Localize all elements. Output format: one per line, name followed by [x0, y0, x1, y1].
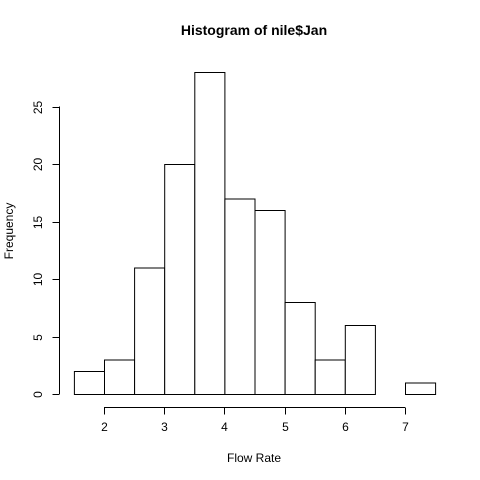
y-tick-label-10: 10 — [31, 273, 45, 287]
y-tick-label-20: 20 — [31, 158, 45, 172]
histogram-bar-7 — [254, 210, 286, 395]
histogram-bar-12 — [405, 382, 437, 395]
histogram-bar-9 — [314, 359, 346, 395]
x-axis-label: Flow Rate — [227, 451, 281, 465]
histogram-bar-5 — [194, 72, 226, 395]
x-tick-label-3: 3 — [161, 420, 168, 434]
x-tick-label-2: 2 — [101, 420, 108, 434]
x-tick-label-7: 7 — [402, 420, 409, 434]
x-tick-label-6: 6 — [342, 420, 349, 434]
histogram-bar-2 — [104, 359, 136, 395]
histogram-bar-3 — [134, 267, 166, 395]
y-tick-label-15: 15 — [31, 216, 45, 230]
histogram-bar-1 — [73, 371, 106, 395]
x-axis: 2 3 4 5 6 7 — [101, 407, 409, 434]
y-tick-label-5: 5 — [31, 334, 45, 341]
y-tick-label-25: 25 — [31, 101, 45, 115]
histogram-bar-6 — [224, 198, 256, 395]
histogram-bar-10 — [344, 325, 376, 395]
y-tick-label-0: 0 — [31, 391, 45, 398]
chart-title: Histogram of nile$Jan — [181, 22, 327, 38]
histogram-bar-8 — [284, 302, 316, 395]
y-axis-label: Frequency — [2, 203, 16, 260]
y-axis: 0 5 10 15 20 25 — [31, 101, 60, 398]
x-tick-label-4: 4 — [221, 420, 228, 434]
x-tick-label-5: 5 — [282, 420, 289, 434]
histogram-bars — [73, 72, 437, 395]
histogram-bar-4 — [164, 164, 196, 395]
